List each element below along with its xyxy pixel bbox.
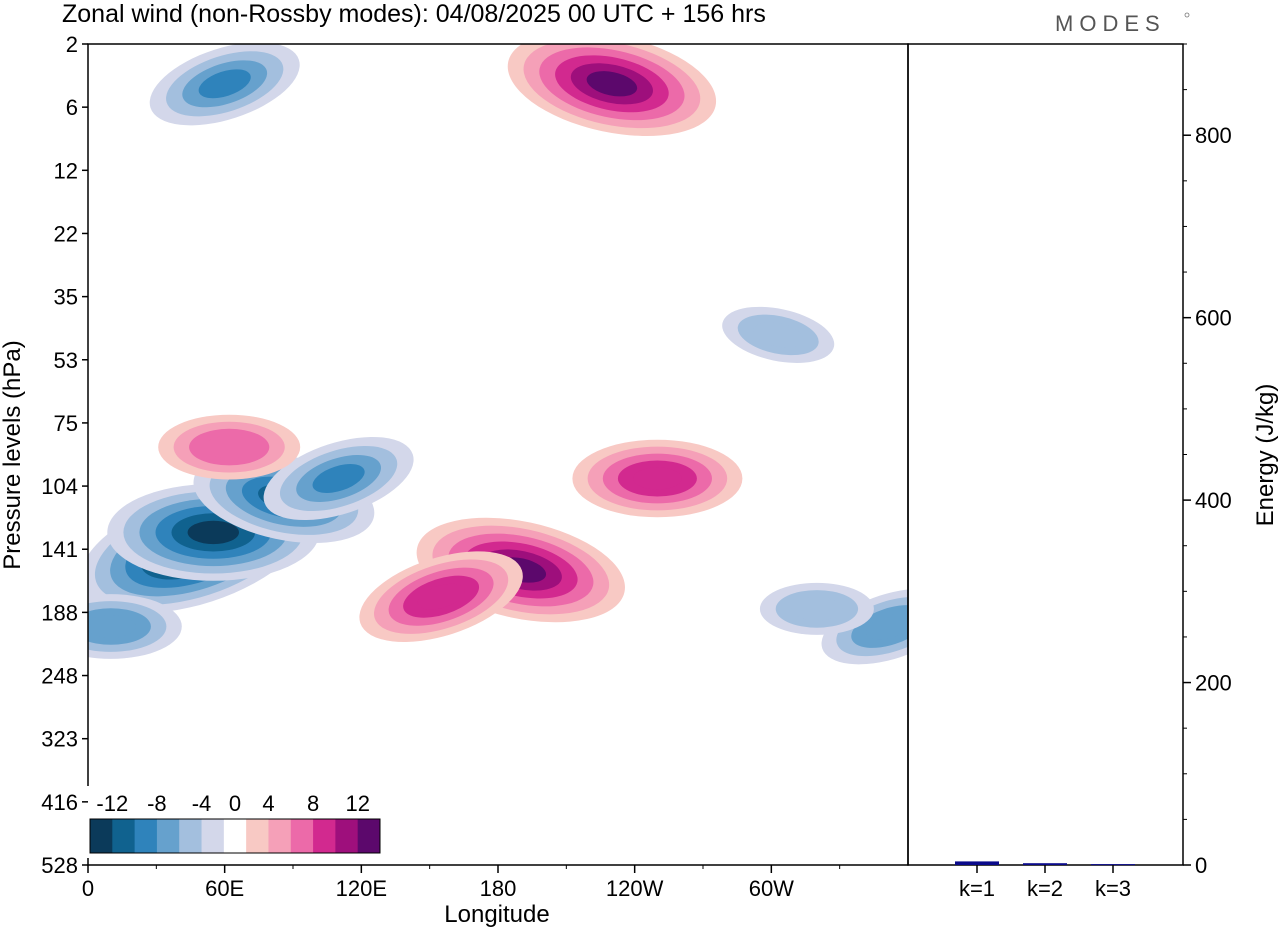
field-feature — [88, 594, 182, 659]
colorbar-tick-label: -4 — [192, 791, 212, 816]
colorbar-swatch — [268, 819, 292, 853]
colorbar-tick-label: 4 — [262, 791, 274, 816]
y-axis-label: Pressure levels (hPa) — [0, 340, 26, 569]
colorbar-tick-label: -8 — [147, 791, 167, 816]
field-feature — [722, 306, 835, 363]
colorbar-swatch — [313, 819, 336, 853]
colorbar: -12 -8 -4 0 4 8 12 — [87, 786, 383, 858]
contour-field — [88, 44, 908, 865]
colorbar-swatch — [201, 819, 225, 853]
field-feature — [263, 436, 414, 521]
contour-band — [204, 435, 254, 459]
colorbar-swatch — [90, 819, 113, 853]
energy-tick-label: 600 — [1195, 306, 1232, 331]
colorbar-swatch — [156, 819, 180, 853]
colorbar-swatch — [290, 819, 314, 853]
energy-tick-label: 800 — [1195, 123, 1232, 148]
field-feature — [158, 414, 301, 480]
colorbar-tick-label: 12 — [345, 791, 369, 816]
y-tick-label: 2 — [66, 32, 78, 57]
colorbar-swatch — [246, 819, 269, 853]
logo-registered-mark — [1184, 12, 1190, 18]
energy-tick-label: 200 — [1195, 671, 1232, 696]
y-tick-label: 323 — [41, 727, 78, 752]
energy-tick-label: 0 — [1195, 853, 1207, 878]
colorbar-frame — [89, 818, 381, 854]
y-tick-label: 416 — [41, 790, 78, 815]
energy-panel-frame — [907, 43, 1184, 866]
colorbar-tick-label: 8 — [307, 791, 319, 816]
y-tick-label: 12 — [54, 158, 78, 183]
chart-title: Zonal wind (non-Rossby modes): 04/08/202… — [62, 0, 766, 28]
field-blobs — [88, 44, 908, 665]
x-axis-label: Longitude — [444, 901, 549, 928]
energy-panel: 0 200 400 600 800 k=1 k=2 k=3 — [955, 43, 1232, 901]
field-feature — [572, 439, 743, 518]
y-tick-label: 53 — [54, 348, 78, 373]
x-tick-label: 60W — [749, 876, 794, 901]
colorbar-swatch — [179, 819, 203, 853]
contour-band — [586, 71, 638, 97]
energy-bar — [1023, 863, 1067, 865]
y-tick-label: 104 — [41, 474, 78, 499]
energy-category-label: k=1 — [959, 876, 995, 901]
field-feature — [149, 44, 300, 126]
x-tick-label: 0 — [82, 876, 94, 901]
field-feature — [507, 44, 717, 137]
energy-bar — [1091, 864, 1135, 866]
x-axis: 0 60E 120E 180 120W 60W — [82, 865, 841, 901]
field-feature — [759, 582, 874, 635]
contour-band — [866, 613, 908, 640]
contour-band — [417, 583, 465, 610]
energy-tick-label: 400 — [1195, 488, 1232, 513]
x-tick-label: 120E — [336, 876, 387, 901]
colorbar-swatch — [134, 819, 158, 853]
contour-band — [633, 467, 682, 490]
colorbar-tick-label: -12 — [96, 791, 128, 816]
contour-band — [753, 322, 804, 348]
energy-axis-label: Energy (J/kg) — [1252, 384, 1279, 527]
contour-band — [198, 69, 251, 99]
energy-category-label: k=3 — [1095, 876, 1131, 901]
contour-band — [187, 520, 239, 545]
contour-band — [312, 464, 365, 493]
y-tick-label: 22 — [54, 221, 78, 246]
x-tick-label: 120W — [606, 876, 664, 901]
contour-band — [791, 597, 843, 621]
y-tick-label: 75 — [54, 411, 78, 436]
x-tick-label: 60E — [205, 876, 244, 901]
y-tick-label: 141 — [41, 537, 78, 562]
y-axis: 2 6 12 22 35 53 75 104 141 188 248 323 416 528 — [41, 32, 88, 878]
energy-category-label: k=2 — [1027, 876, 1063, 901]
colorbar-tick-label: 0 — [229, 791, 241, 816]
y-tick-label: 6 — [66, 95, 78, 120]
colorbar-swatch — [357, 819, 381, 853]
y-tick-label: 35 — [54, 285, 78, 310]
colorbar-swatch — [112, 819, 136, 853]
colorbar-swatch — [223, 819, 247, 853]
y-tick-label: 528 — [41, 853, 78, 878]
colorbar-swatch — [335, 819, 359, 853]
y-tick-label: 188 — [41, 600, 78, 625]
energy-bar — [955, 861, 999, 865]
x-tick-label: 180 — [480, 876, 517, 901]
y-tick-label: 248 — [41, 664, 78, 689]
modes-logo: MODES — [1055, 11, 1166, 36]
contour-band — [88, 615, 136, 638]
field-feature — [359, 551, 523, 642]
